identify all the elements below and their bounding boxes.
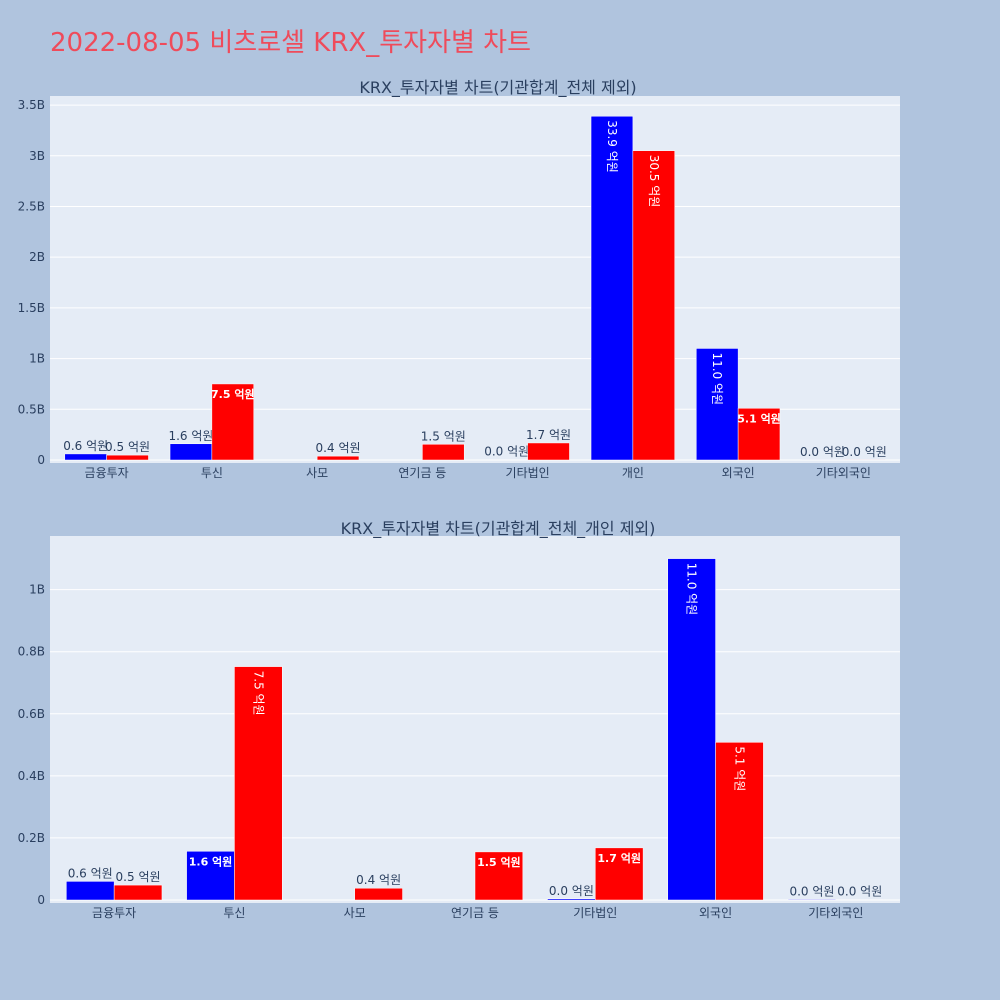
bar-buy xyxy=(66,881,115,901)
y-tick-label: 1B xyxy=(29,583,45,597)
bar-buy xyxy=(186,851,235,901)
plot-area xyxy=(50,96,900,463)
bar-buy xyxy=(590,115,634,461)
bar-buy xyxy=(547,898,596,901)
data-label: 0.6 억원 xyxy=(68,866,113,880)
bar-sell xyxy=(595,847,644,901)
x-tick-label: 투신 xyxy=(223,906,245,920)
data-label: 0.5 억원 xyxy=(116,870,161,884)
bar-sell xyxy=(211,383,254,461)
data-label: 0.0 억원 xyxy=(842,445,887,459)
bar-sell xyxy=(474,851,524,901)
y-tick-label: 1.5B xyxy=(18,301,45,315)
data-label: 0.5 억원 xyxy=(105,440,150,454)
y-tick-label: 3B xyxy=(29,149,45,163)
x-tick-label: 기타외국인 xyxy=(816,466,871,480)
bar-buy xyxy=(696,348,739,461)
bar-sell xyxy=(422,444,465,461)
bar-buy xyxy=(169,443,213,461)
x-tick-label: 개인 xyxy=(622,466,644,480)
y-tick-label: 0 xyxy=(37,453,45,467)
data-label: 1.7 억원 xyxy=(526,428,571,442)
data-label: 0.4 억원 xyxy=(356,873,401,887)
y-tick-label: 1B xyxy=(29,352,45,366)
data-label: 1.5 억원 xyxy=(477,855,521,869)
x-tick-label: 기타법인 xyxy=(573,906,617,920)
data-label: 7.5 억원 xyxy=(251,671,265,716)
x-tick-label: 외국인 xyxy=(722,466,755,480)
data-label: 0.0 억원 xyxy=(484,445,529,459)
data-label: 1.5 억원 xyxy=(421,429,466,443)
x-tick-label: 기타법인 xyxy=(506,466,550,480)
y-tick-label: 0.2B xyxy=(18,831,45,845)
data-label: 0.0 억원 xyxy=(549,884,594,898)
data-label: 11.0 억원 xyxy=(685,563,699,616)
y-tick-label: 0.8B xyxy=(18,645,45,659)
bar-sell xyxy=(106,454,149,461)
y-tick-label: 3.5B xyxy=(18,98,45,112)
bar-sell xyxy=(354,887,403,901)
data-label: 1.7 억원 xyxy=(597,851,641,865)
x-tick-label: 연기금 등 xyxy=(451,906,499,920)
bar-sell xyxy=(737,408,781,461)
data-label: 5.1 억원 xyxy=(737,411,781,425)
y-tick-label: 0.4B xyxy=(18,769,45,783)
data-label: 11.0 억원 xyxy=(710,352,724,405)
bar-sell xyxy=(113,884,163,901)
bar-sell xyxy=(234,666,283,901)
data-label: 33.9 억원 xyxy=(605,120,619,173)
bar-sell xyxy=(316,455,360,461)
data-label: 0.0 억원 xyxy=(800,445,845,459)
chart-2: 0 0.2B 0.4B 0.6B 0.8B 1B KRX_투자자별 차트(기관합계_전체_개… xyxy=(18,519,900,920)
plot-area xyxy=(50,536,900,903)
data-label: 30.5 억원 xyxy=(647,155,661,208)
chart-title: KRX_투자자별 차트(기관합계_전체 제외) xyxy=(359,78,636,98)
data-label: 1.6 억원 xyxy=(168,429,213,443)
y-tick-label: 2.5B xyxy=(18,199,45,213)
page-title: 2022-08-05 비츠로셀 KRX_투자자별 차트 xyxy=(50,28,532,58)
data-label: 0.6 억원 xyxy=(63,439,108,453)
x-tick-label: 투신 xyxy=(201,466,223,480)
x-tick-label: 외국인 xyxy=(699,906,732,920)
chart-title: KRX_투자자별 차트(기관합계_전체_개인 제외) xyxy=(341,519,656,539)
x-tick-label: 연기금 등 xyxy=(398,466,446,480)
bar-sell xyxy=(715,742,764,901)
y-tick-label: 0.6B xyxy=(18,707,45,721)
bar-sell xyxy=(527,442,570,461)
y-tick-label: 0.5B xyxy=(18,402,45,416)
data-label: 0.0 억원 xyxy=(837,885,882,899)
data-label: 0.0 억원 xyxy=(789,884,834,898)
x-tick-label: 사모 xyxy=(306,466,328,480)
data-label: 0.4 억원 xyxy=(316,441,361,455)
data-label: 5.1 억원 xyxy=(732,746,746,791)
bar-sell xyxy=(632,150,675,461)
data-label: 7.5 억원 xyxy=(211,387,255,401)
bar-buy xyxy=(787,899,837,901)
chart-1: 0 0.5B 1B 1.5B 2B 2.5B 3B 3.5B KRX_투자자별 차트(기관합계_… xyxy=(18,78,900,480)
x-tick-label: 사모 xyxy=(344,906,366,920)
bar-buy xyxy=(64,453,107,461)
x-tick-label: 금융투자 xyxy=(85,466,129,480)
y-tick-label: 0 xyxy=(37,893,45,907)
data-label: 1.6 억원 xyxy=(189,854,233,868)
x-tick-label: 금융투자 xyxy=(92,906,136,920)
bar-buy xyxy=(667,558,716,901)
y-tick-label: 2B xyxy=(29,250,45,264)
x-tick-label: 기타외국인 xyxy=(808,906,863,920)
